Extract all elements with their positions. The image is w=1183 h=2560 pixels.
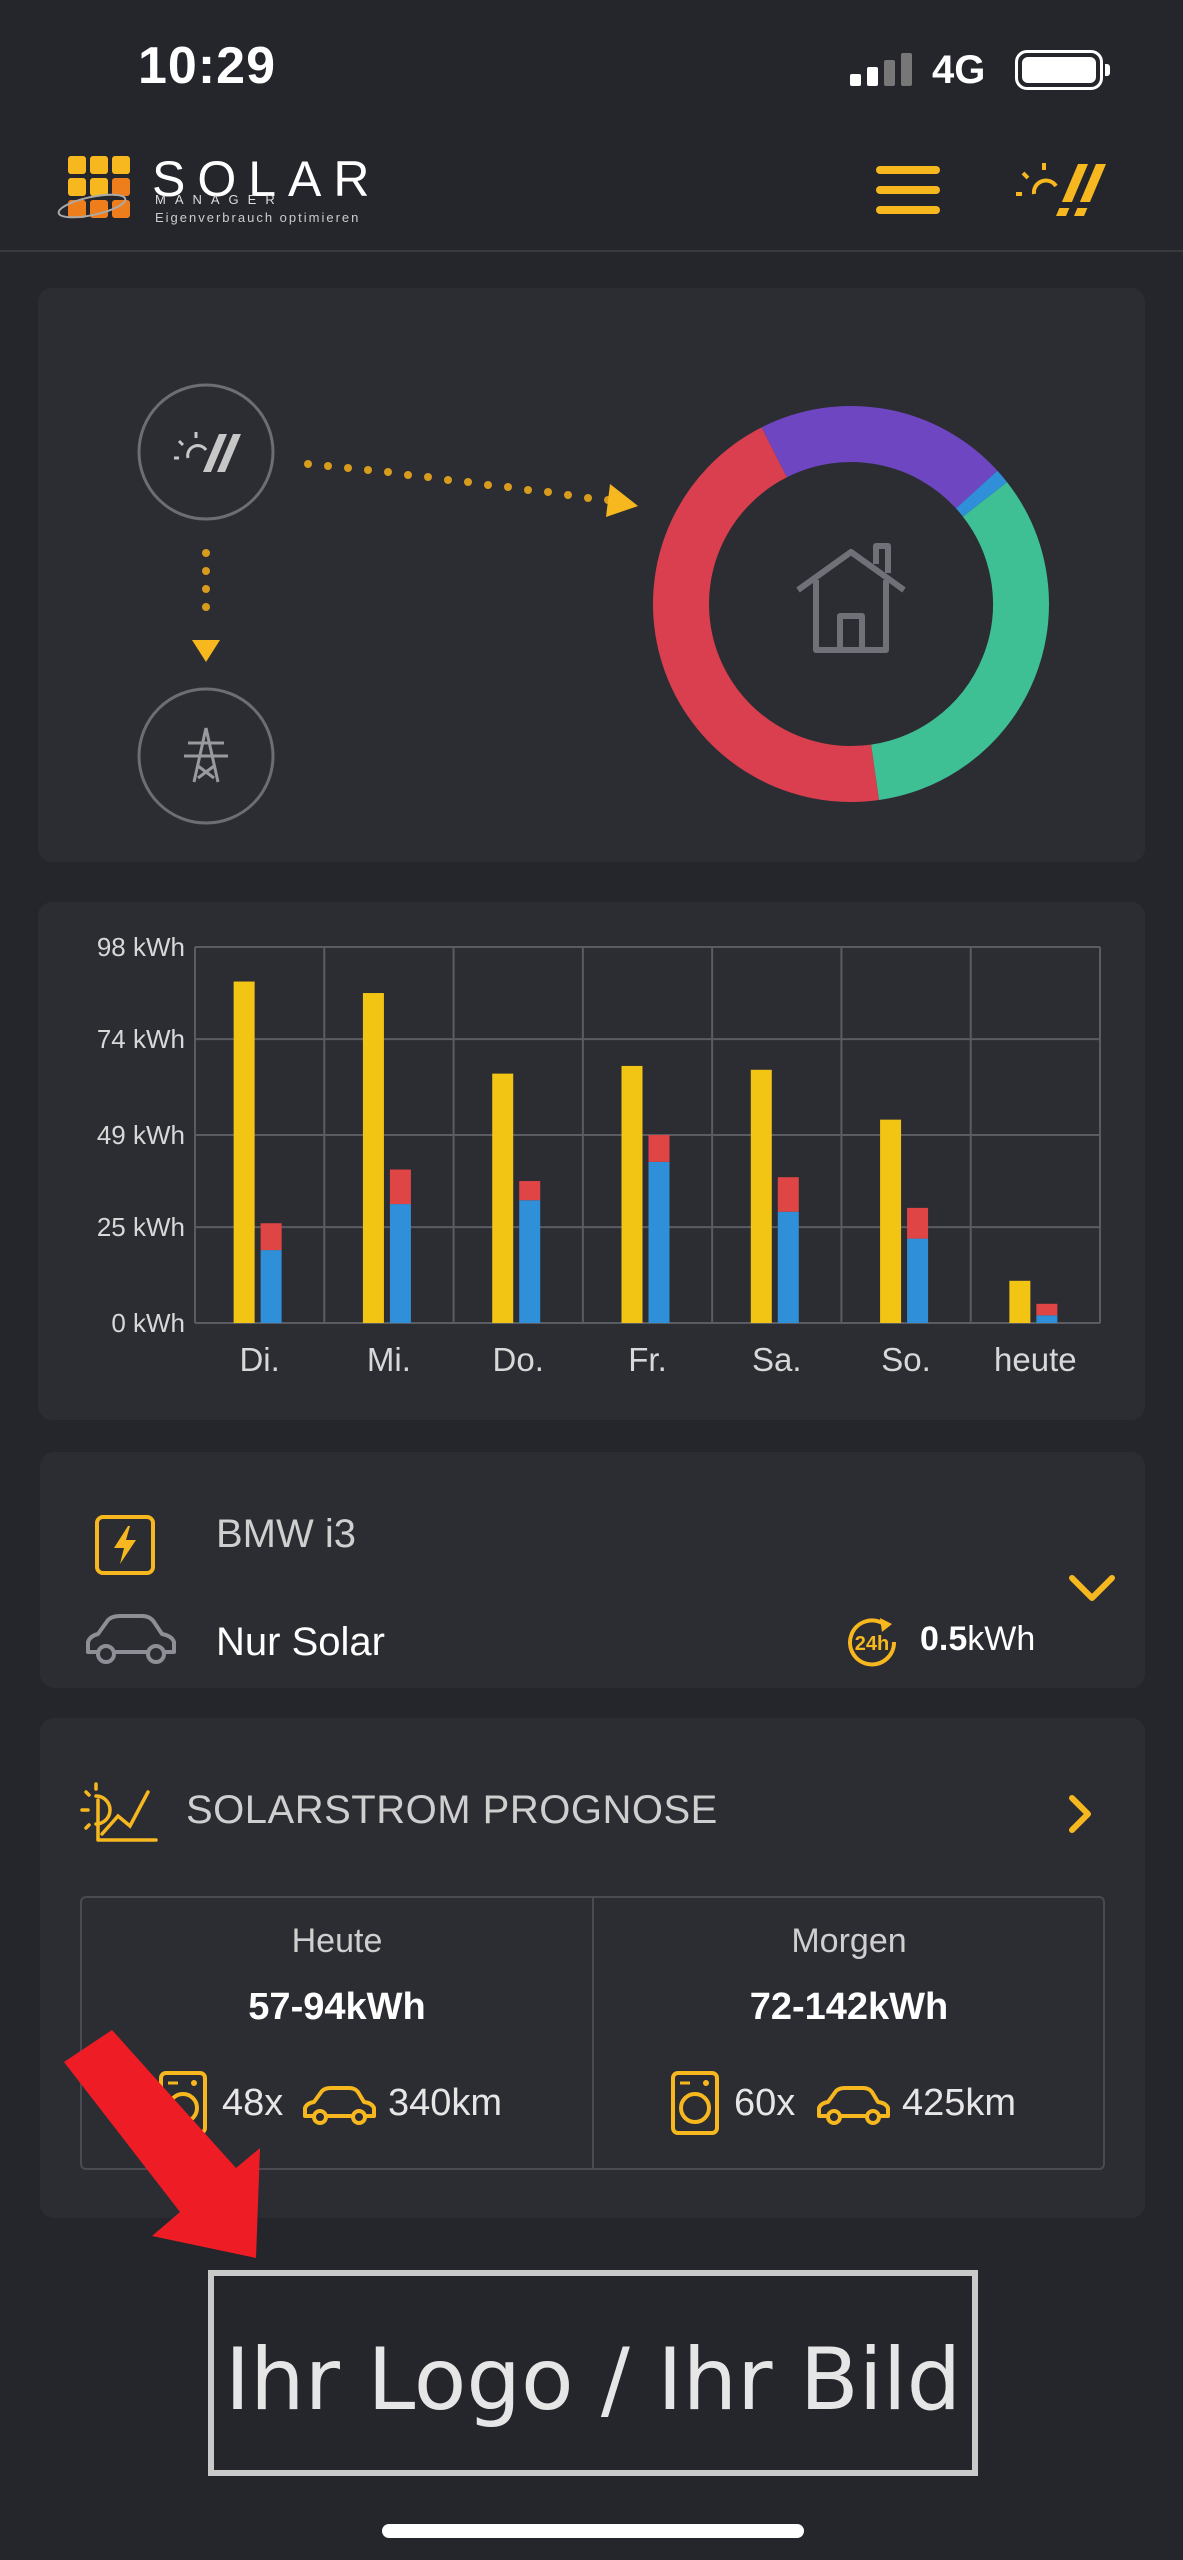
- bar-grid-consumption: [260, 1223, 282, 1251]
- ev-card[interactable]: [40, 1452, 1145, 1688]
- bar-self-consumption: [519, 1200, 541, 1323]
- bar-production: [492, 1073, 514, 1323]
- forecast-tomorrow-km: 425km: [902, 2082, 1017, 2124]
- solar-node-icon: [137, 383, 275, 521]
- forecast-tomorrow-range: 72-142kWh: [749, 1986, 949, 2028]
- forecast-today-km: 340km: [388, 2082, 503, 2124]
- x-tick-label: Fr.: [628, 1341, 667, 1378]
- house-icon: [796, 543, 906, 653]
- bar-grid-consumption: [907, 1207, 929, 1239]
- signal-icon: [850, 53, 918, 86]
- car-icon: [303, 2086, 376, 2125]
- consumption-donut: [653, 406, 1049, 802]
- ev-charge-mode: Nur Solar: [216, 1620, 385, 1664]
- brand-tagline: Eigenverbrauch optimieren: [155, 210, 361, 225]
- logo-placeholder-text: Ihr Logo / Ihr Bild: [224, 2330, 962, 2430]
- charging-icon: [95, 1515, 155, 1575]
- energy-history-chart-card: [38, 902, 1145, 1420]
- 24h-clock-icon: 24h: [848, 1618, 897, 1667]
- bar-self-consumption: [648, 1161, 670, 1323]
- forecast-today-washes: 48x: [222, 2082, 284, 2124]
- bar-production: [750, 1069, 772, 1323]
- chevron-down-icon[interactable]: [1068, 1572, 1116, 1604]
- forecast-today-range: 57-94kWh: [248, 1986, 426, 2028]
- donut-segment-green: [870, 482, 1049, 801]
- menu-icon[interactable]: [874, 164, 942, 216]
- bar-self-consumption: [777, 1211, 799, 1323]
- bar-self-consumption: [260, 1250, 282, 1323]
- forecast-title: SOLARSTROM PROGNOSE: [186, 1788, 718, 1832]
- washing-machine-icon: [671, 2071, 719, 2135]
- x-tick-label: Mi.: [367, 1341, 411, 1378]
- x-tick-label: So.: [881, 1341, 931, 1378]
- bar-grid-consumption: [1036, 1303, 1058, 1316]
- flow-arrow-solar-home: [304, 460, 638, 517]
- y-tick-label: 25 kWh: [97, 1212, 185, 1242]
- energy-history-chart: 98 kWh 74 kWh 49 kWh 25 kWh 0 kWh Di. Mi. Do. Fr…: [97, 932, 1101, 1378]
- bar-self-consumption: [1036, 1315, 1058, 1323]
- donut-segment-red: [653, 427, 879, 802]
- ev-name: BMW i3: [216, 1512, 356, 1556]
- status-time: 10:29: [138, 37, 276, 95]
- brand-name: SOLAR: [152, 151, 382, 207]
- energy-flow-graphic: [137, 383, 1049, 825]
- y-tick-label: 98 kWh: [97, 932, 185, 962]
- flow-arrow-solar-grid: [192, 549, 220, 662]
- y-tick-label: 0 kWh: [111, 1308, 185, 1338]
- home-indicator[interactable]: [382, 2524, 804, 2538]
- forecast-today-label: Heute: [291, 1922, 383, 1960]
- donut-segment-purple: [761, 406, 998, 509]
- network-label: 4G: [932, 47, 986, 92]
- x-tick-label: Sa.: [752, 1341, 802, 1378]
- bar-production: [233, 981, 255, 1323]
- forecast-tomorrow-washes: 60x: [734, 2082, 796, 2124]
- ev-energy-24h: 0.5kWh: [920, 1620, 1036, 1658]
- x-tick-label: heute: [994, 1341, 1077, 1378]
- bar-self-consumption: [389, 1204, 411, 1323]
- donut-segment-blue: [955, 470, 1008, 517]
- solar-forecast-icon[interactable]: [1016, 160, 1106, 220]
- chevron-right-icon[interactable]: [1066, 1794, 1094, 1834]
- x-tick-label: Di.: [239, 1341, 279, 1378]
- status-indicators: 4G: [850, 42, 1111, 98]
- y-tick-label: 74 kWh: [97, 1024, 185, 1054]
- forecast-divider: [592, 1898, 594, 2168]
- logo-placeholder-box: [208, 2270, 978, 2476]
- bar-production: [1009, 1280, 1031, 1323]
- y-tick-label: 49 kWh: [97, 1120, 185, 1150]
- bar-self-consumption: [907, 1238, 929, 1323]
- bar-grid-consumption: [777, 1177, 799, 1212]
- x-tick-label: Do.: [493, 1341, 544, 1378]
- forecast-tomorrow-label: Morgen: [791, 1922, 907, 1960]
- grid-node-icon: [137, 687, 275, 825]
- brand-subtitle: MANAGER: [155, 192, 284, 207]
- annotation-arrow-icon: [64, 2030, 260, 2258]
- bar-production: [362, 993, 384, 1323]
- battery-icon: [1015, 50, 1111, 90]
- 24h-label: 24h: [855, 1633, 889, 1655]
- solar-manager-logo-icon: [57, 156, 130, 219]
- bar-production: [621, 1065, 643, 1323]
- forecast-table: [80, 1896, 1105, 2170]
- app-header: [0, 130, 1183, 252]
- bar-grid-consumption: [519, 1181, 541, 1201]
- bar-grid-consumption: [389, 1169, 411, 1205]
- car-icon: [86, 1614, 176, 1664]
- car-icon: [817, 2086, 890, 2125]
- bar-production: [880, 1119, 902, 1323]
- solar-forecast-chart-icon: [80, 1782, 158, 1842]
- bar-grid-consumption: [648, 1135, 670, 1162]
